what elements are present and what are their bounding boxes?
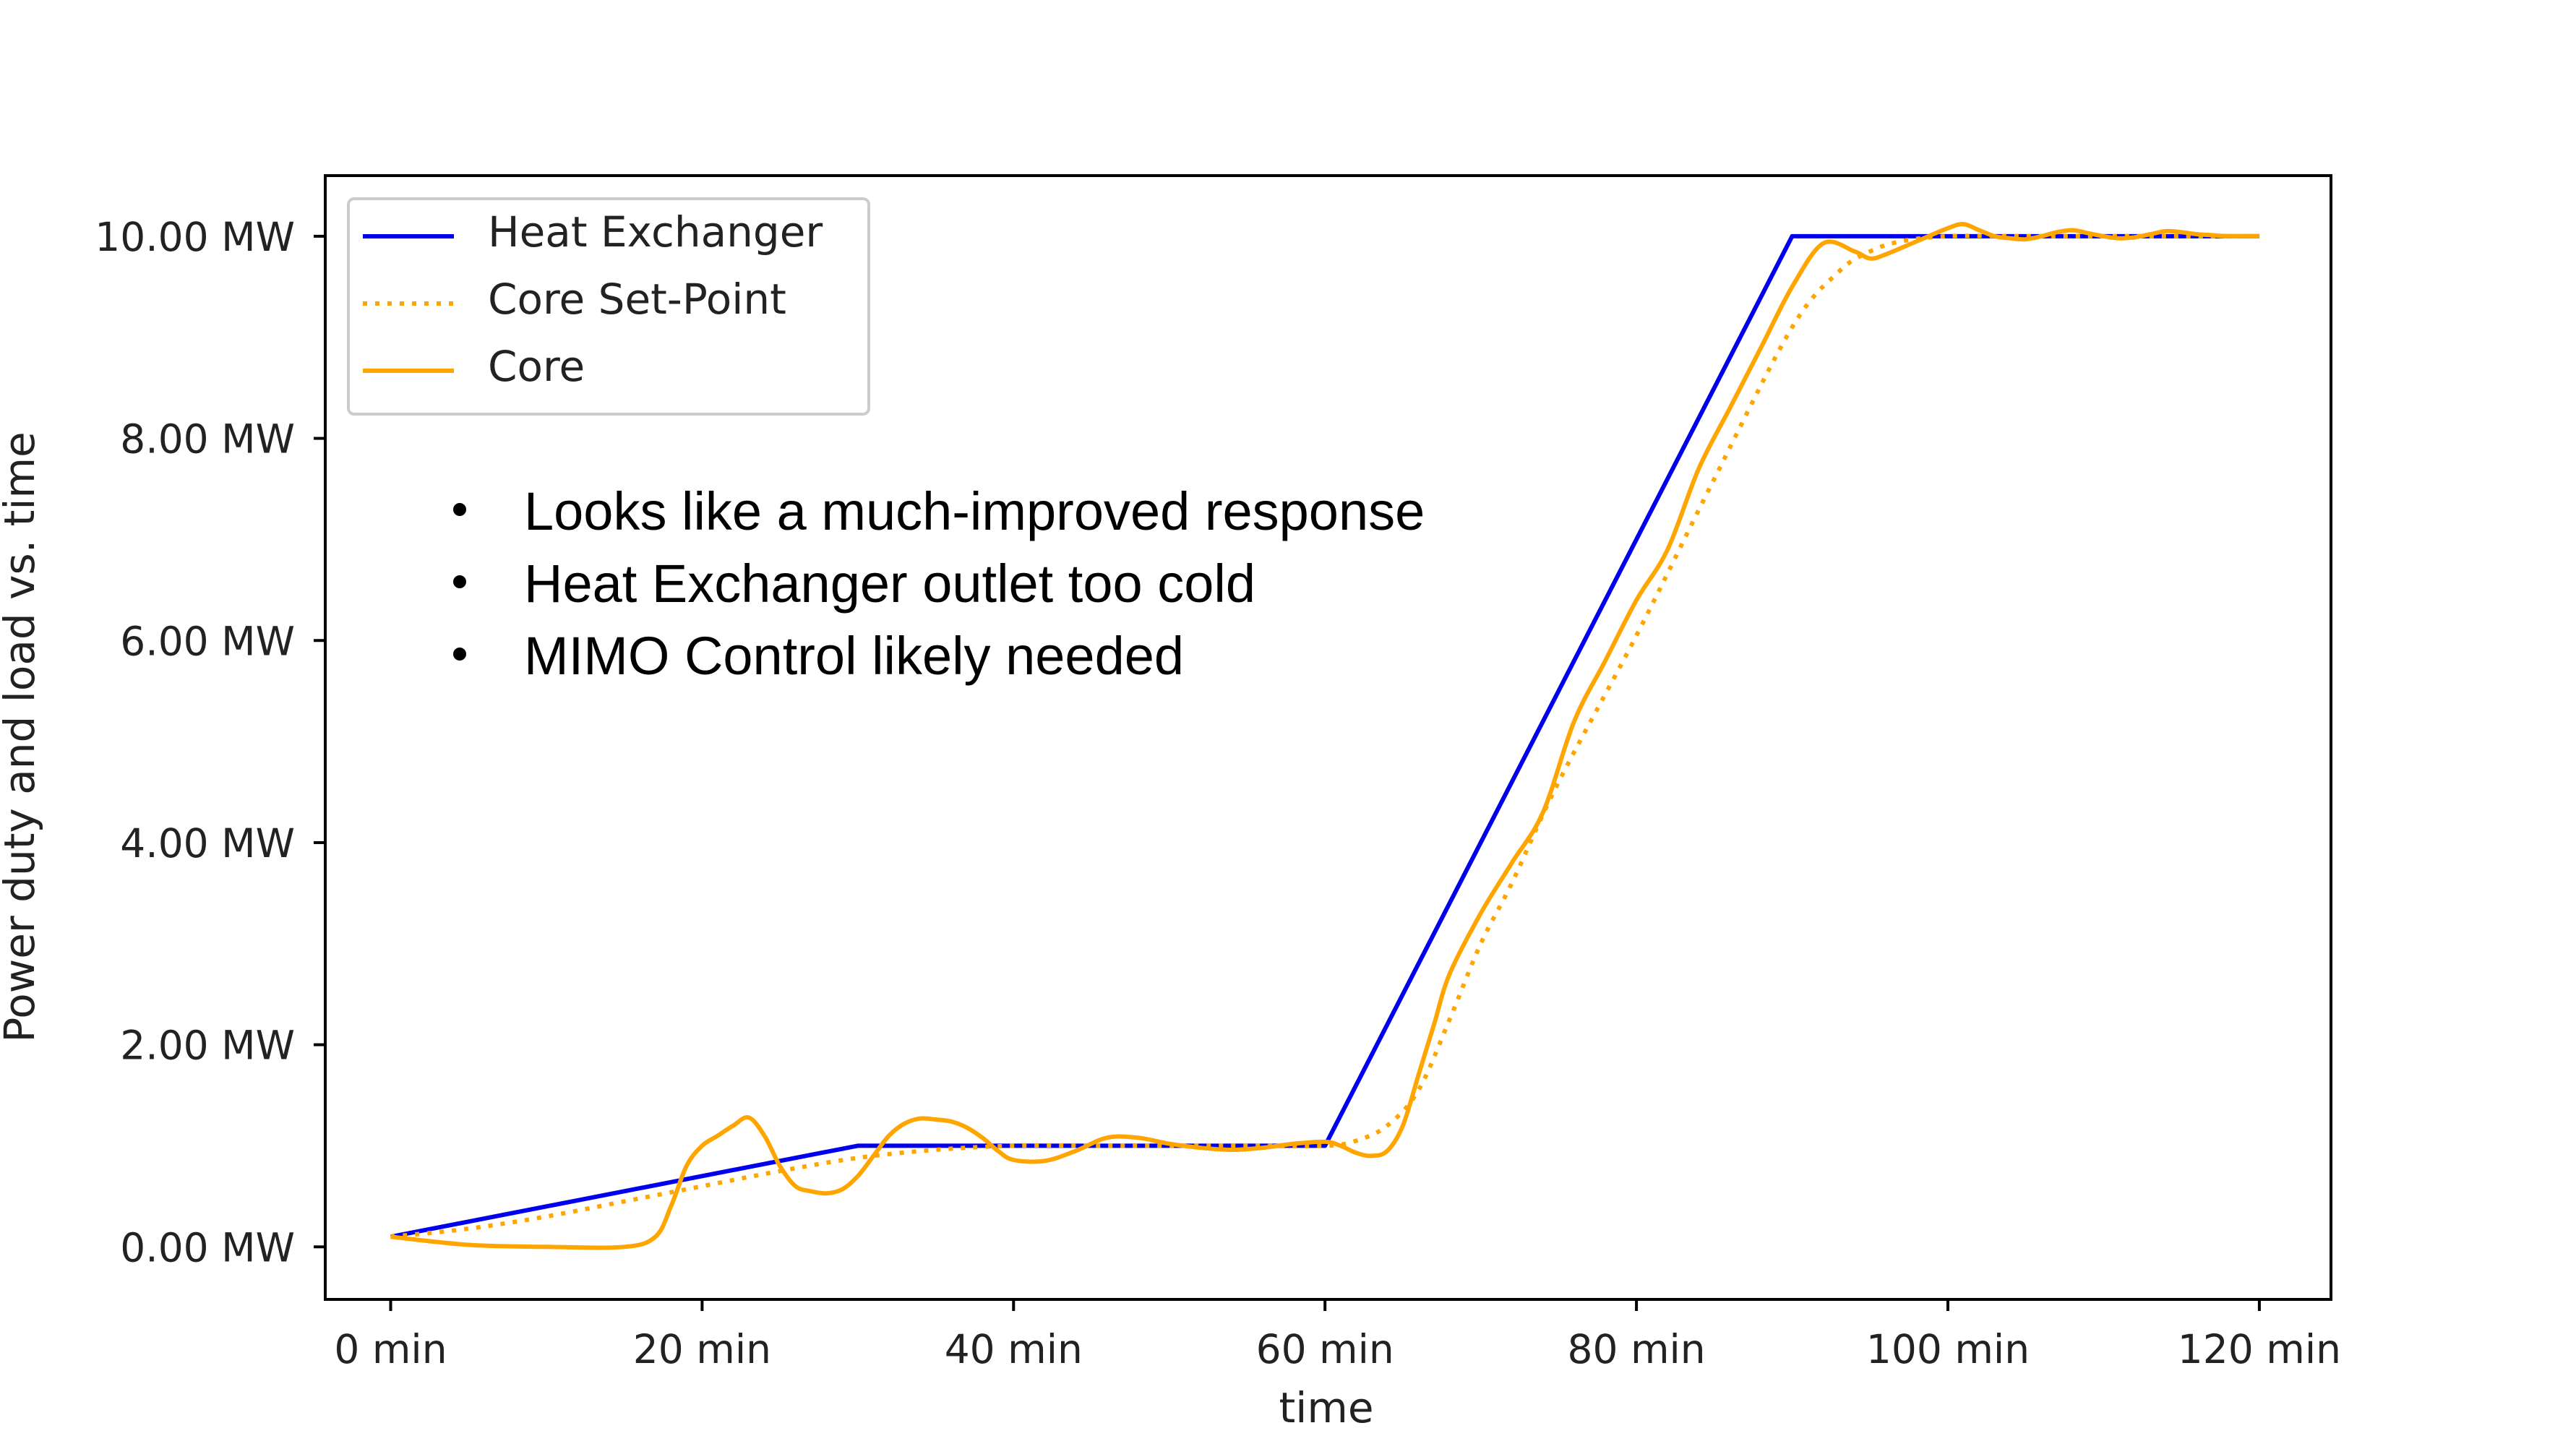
x-tick-label: 80 min [1567,1326,1705,1372]
x-tick-label: 100 min [1866,1326,2030,1372]
legend-box [347,197,870,416]
series-line-heat-exchanger [390,233,2259,1239]
annotation-text: MIMO Control likely needed [524,626,1184,686]
bullet-icon [453,648,466,661]
annotation-text: Heat Exchanger outlet too cold [524,554,1255,614]
annotation-list: Looks like a much-improved response Heat… [453,481,1425,686]
legend-label-core-set-point: Core Set-Point [488,275,786,324]
y-axis: 0.00 MW 2.00 MW 4.00 MW 6.00 MW 8.00 MW 10.00… [95,214,325,1270]
x-tick-label: 60 min [1256,1326,1394,1372]
plot-area-frame [324,174,2332,1301]
legend-label-heat-exchanger: Heat Exchanger [488,207,823,257]
y-tick-label: 4.00 MW [120,820,295,867]
series-line-core-set-point [390,233,2259,1239]
x-tick-label: 40 min [945,1326,1083,1372]
y-tick-label: 2.00 MW [120,1023,295,1069]
y-tick-label: 10.00 MW [95,214,295,260]
x-axis-label: time [1279,1383,1373,1432]
y-tick-label: 8.00 MW [120,416,295,463]
y-axis-label: Power duty and load vs. time [0,431,44,1042]
legend-label-core: Core [488,342,585,391]
bullet-icon [453,503,466,516]
legend: Heat Exchanger Core Set-Point Core [347,197,870,416]
bullet-icon [453,575,466,588]
x-tick-label: 0 min [334,1326,447,1372]
y-tick-label: 0.00 MW [120,1224,295,1270]
series-layer [390,222,2259,1250]
x-tick-label: 20 min [633,1326,771,1372]
series-line-core [390,222,2259,1250]
x-axis: 0 min 20 min 40 min 60 min 80 min 100 min 120 … [334,1299,2341,1372]
y-tick-label: 6.00 MW [120,618,295,664]
x-tick-label: 120 min [2178,1326,2341,1372]
annotation-text: Looks like a much-improved response [524,481,1425,541]
